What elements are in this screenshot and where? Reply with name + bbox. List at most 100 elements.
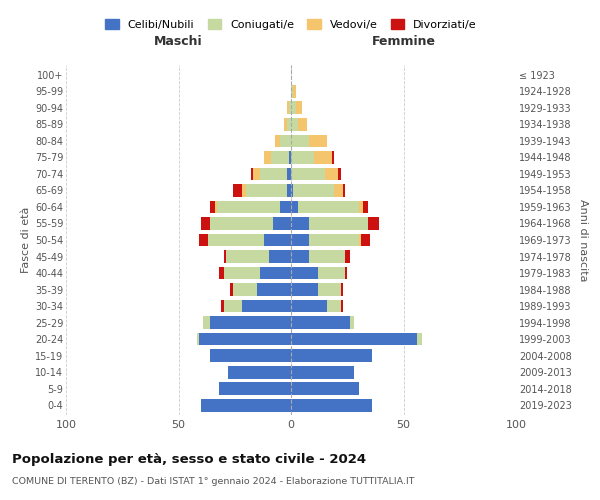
Text: COMUNE DI TERENTO (BZ) - Dati ISTAT 1° gennaio 2024 - Elaborazione TUTTITALIA.IT: COMUNE DI TERENTO (BZ) - Dati ISTAT 1° g… [12, 478, 415, 486]
Bar [210, 200, 215, 213]
Bar [318, 283, 341, 296]
Text: Femmine: Femmine [371, 36, 436, 49]
Bar [298, 200, 359, 213]
Bar [309, 234, 359, 246]
Bar [233, 184, 241, 197]
Bar [291, 234, 309, 246]
Bar [309, 134, 327, 147]
Bar [287, 102, 289, 114]
Bar [291, 118, 298, 131]
Bar [201, 398, 291, 411]
Bar [289, 151, 291, 164]
Bar [287, 168, 291, 180]
Bar [318, 266, 345, 280]
Bar [291, 349, 372, 362]
Bar [284, 118, 287, 131]
Bar [291, 250, 309, 263]
Bar [275, 134, 280, 147]
Bar [219, 382, 291, 395]
Bar [359, 200, 363, 213]
Bar [338, 168, 341, 180]
Bar [210, 316, 291, 329]
Bar [296, 102, 302, 114]
Bar [246, 184, 287, 197]
Bar [291, 134, 309, 147]
Bar [197, 332, 199, 345]
Y-axis label: Anni di nascita: Anni di nascita [578, 198, 589, 281]
Bar [219, 266, 223, 280]
Bar [280, 200, 291, 213]
Bar [199, 332, 291, 345]
Bar [251, 168, 253, 180]
Bar [334, 184, 343, 197]
Bar [343, 184, 345, 197]
Bar [345, 250, 349, 263]
Bar [361, 234, 370, 246]
Bar [201, 217, 210, 230]
Bar [341, 283, 343, 296]
Bar [291, 217, 309, 230]
Bar [241, 300, 291, 312]
Legend: Celibi/Nubili, Coniugati/e, Vedovi/e, Divorziati/e: Celibi/Nubili, Coniugati/e, Vedovi/e, Di… [101, 14, 481, 34]
Bar [253, 168, 260, 180]
Bar [298, 118, 307, 131]
Bar [325, 168, 338, 180]
Bar [293, 85, 296, 98]
Bar [291, 85, 293, 98]
Bar [221, 300, 223, 312]
Bar [291, 382, 359, 395]
Bar [341, 300, 343, 312]
Bar [291, 200, 298, 213]
Bar [363, 200, 367, 213]
Bar [291, 102, 296, 114]
Bar [367, 217, 379, 230]
Bar [230, 283, 233, 296]
Bar [293, 184, 334, 197]
Bar [314, 151, 331, 164]
Bar [291, 283, 318, 296]
Bar [309, 250, 345, 263]
Bar [208, 234, 264, 246]
Bar [269, 250, 291, 263]
Bar [327, 300, 341, 312]
Bar [291, 316, 349, 329]
Bar [291, 398, 372, 411]
Bar [210, 217, 273, 230]
Bar [210, 349, 291, 362]
Bar [273, 217, 291, 230]
Bar [233, 283, 257, 296]
Bar [199, 234, 208, 246]
Bar [291, 168, 325, 180]
Bar [291, 332, 417, 345]
Bar [260, 266, 291, 280]
Bar [417, 332, 421, 345]
Bar [345, 266, 347, 280]
Bar [291, 151, 314, 164]
Text: Popolazione per età, sesso e stato civile - 2024: Popolazione per età, sesso e stato civil… [12, 452, 366, 466]
Bar [291, 184, 293, 197]
Bar [215, 200, 217, 213]
Bar [223, 250, 226, 263]
Y-axis label: Fasce di età: Fasce di età [20, 207, 31, 273]
Bar [257, 283, 291, 296]
Bar [291, 300, 327, 312]
Bar [309, 217, 367, 230]
Bar [359, 234, 361, 246]
Bar [228, 366, 291, 378]
Bar [264, 151, 271, 164]
Bar [287, 118, 291, 131]
Bar [349, 316, 354, 329]
Bar [223, 266, 260, 280]
Bar [203, 316, 210, 329]
Bar [260, 168, 287, 180]
Bar [226, 250, 269, 263]
Bar [271, 151, 289, 164]
Bar [289, 102, 291, 114]
Bar [291, 266, 318, 280]
Bar [241, 184, 246, 197]
Bar [264, 234, 291, 246]
Bar [331, 151, 334, 164]
Bar [287, 184, 291, 197]
Bar [223, 300, 241, 312]
Bar [217, 200, 280, 213]
